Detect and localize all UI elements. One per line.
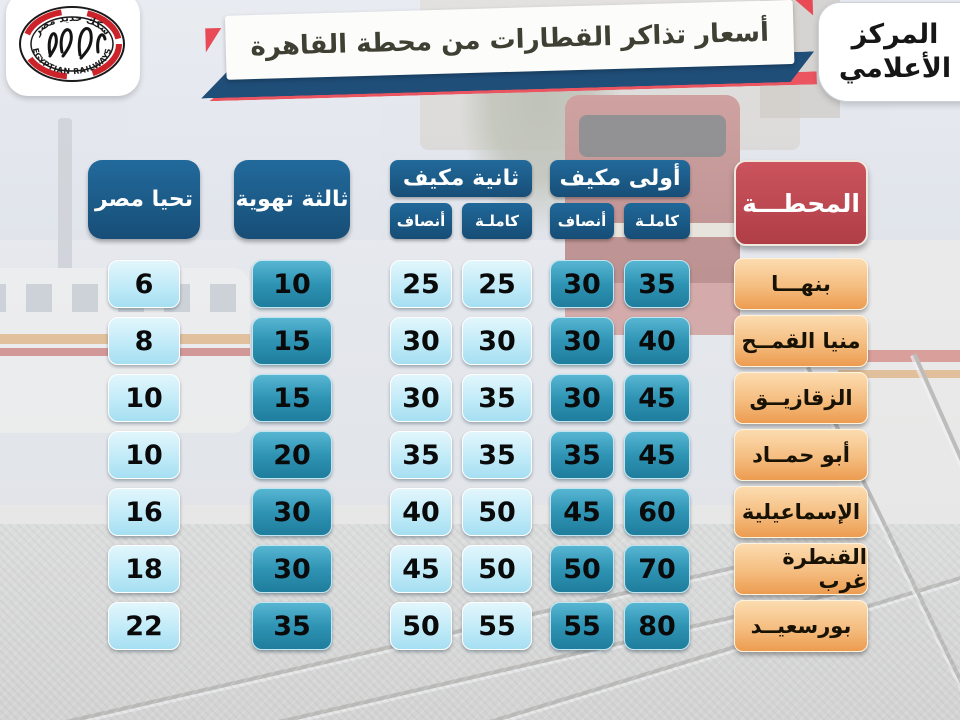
railways-logo-card: سكك حديد مصر EGYPTIAN RAILWAYS [6, 0, 140, 96]
price-cell-third: 15 [252, 374, 332, 422]
price-cell-first-half: 30 [550, 260, 614, 308]
price-table: المحطـــة أولى مكيف كاملـة أنصاف ثانية م… [88, 160, 868, 657]
table-row: الإسماعيلية 60 45 50 40 30 16 [88, 486, 868, 538]
table-row: الزقازيــق 45 30 35 30 15 10 [88, 372, 868, 424]
first-class-header-group: أولى مكيف كاملـة أنصاف [550, 160, 690, 239]
price-cell-third: 30 [252, 488, 332, 536]
media-center-line1: المركز [851, 18, 939, 50]
table-row: بنهـــا 35 30 25 25 10 6 [88, 258, 868, 310]
price-cell-tahya: 16 [108, 488, 180, 536]
ribbon-red-fold-left [205, 27, 222, 53]
subcol-header-first-full: كاملـة [624, 203, 690, 239]
price-cell-tahya: 8 [108, 317, 180, 365]
table-header-row: المحطـــة أولى مكيف كاملـة أنصاف ثانية م… [88, 160, 868, 246]
station-cell: القنطرة غرب [734, 543, 868, 595]
price-cell-second-half: 30 [390, 317, 452, 365]
station-cell: بنهـــا [734, 258, 868, 310]
title-banner: أسعار تذاكر القطارات من محطة القاهرة [195, 0, 818, 113]
price-cell-second-full: 50 [462, 545, 532, 593]
price-cell-first-full: 40 [624, 317, 690, 365]
media-center-box: المركز الأعلامي [818, 2, 960, 102]
col-header-second-ac: ثانية مكيف [390, 160, 532, 197]
table-row: منيا القمــح 40 30 30 30 15 8 [88, 315, 868, 367]
price-cell-second-half: 50 [390, 602, 452, 650]
subcol-header-second-half: أنصاف [390, 203, 452, 239]
station-column-header: المحطـــة [734, 160, 868, 246]
station-cell: منيا القمــح [734, 315, 868, 367]
price-cell-tahya: 6 [108, 260, 180, 308]
col-header-first-ac: أولى مكيف [550, 160, 690, 197]
price-cell-second-half: 35 [390, 431, 452, 479]
price-cell-second-half: 40 [390, 488, 452, 536]
price-cell-second-full: 35 [462, 374, 532, 422]
price-cell-third: 35 [252, 602, 332, 650]
price-cell-first-half: 55 [550, 602, 614, 650]
station-cell: بورسعيــد [734, 600, 868, 652]
subcol-header-first-half: أنصاف [550, 203, 614, 239]
price-cell-second-half: 30 [390, 374, 452, 422]
price-cell-second-half: 25 [390, 260, 452, 308]
table-row: أبو حمــاد 45 35 35 35 20 10 [88, 429, 868, 481]
second-class-header-group: ثانية مكيف كاملـة أنصاف [390, 160, 532, 239]
price-cell-second-full: 55 [462, 602, 532, 650]
price-cell-third: 30 [252, 545, 332, 593]
col-header-third-class: ثالثة تهوية [234, 160, 350, 239]
price-cell-tahya: 10 [108, 431, 180, 479]
station-cell: الزقازيــق [734, 372, 868, 424]
table-row: بورسعيــد 80 55 55 50 35 22 [88, 600, 868, 652]
subcol-header-second-full: كاملـة [462, 203, 532, 239]
price-cell-second-full: 35 [462, 431, 532, 479]
price-cell-tahya: 10 [108, 374, 180, 422]
price-cell-first-full: 80 [624, 602, 690, 650]
col-header-tahya-misr: تحيا مصر [88, 160, 200, 239]
price-cell-first-full: 45 [624, 374, 690, 422]
price-cell-third: 20 [252, 431, 332, 479]
price-cell-tahya: 22 [108, 602, 180, 650]
station-cell: الإسماعيلية [734, 486, 868, 538]
price-cell-third: 10 [252, 260, 332, 308]
price-cell-first-full: 70 [624, 545, 690, 593]
price-cell-third: 15 [252, 317, 332, 365]
page-title: أسعار تذاكر القطارات من محطة القاهرة [249, 17, 770, 63]
price-cell-first-half: 30 [550, 317, 614, 365]
price-cell-second-full: 50 [462, 488, 532, 536]
price-cell-first-half: 30 [550, 374, 614, 422]
station-cell: أبو حمــاد [734, 429, 868, 481]
egyptian-railways-logo-icon: سكك حديد مصر EGYPTIAN RAILWAYS [19, 6, 125, 82]
price-cell-first-half: 45 [550, 488, 614, 536]
price-cell-second-full: 30 [462, 317, 532, 365]
price-cell-second-half: 45 [390, 545, 452, 593]
price-cell-first-full: 60 [624, 488, 690, 536]
price-cell-first-half: 50 [550, 545, 614, 593]
price-cell-first-half: 35 [550, 431, 614, 479]
price-cell-first-full: 45 [624, 431, 690, 479]
table-row: القنطرة غرب 70 50 50 45 30 18 [88, 543, 868, 595]
price-cell-first-full: 35 [624, 260, 690, 308]
price-cell-second-full: 25 [462, 260, 532, 308]
price-cell-tahya: 18 [108, 545, 180, 593]
minaret-image [58, 118, 72, 278]
media-center-line2: الأعلامي [838, 53, 952, 84]
